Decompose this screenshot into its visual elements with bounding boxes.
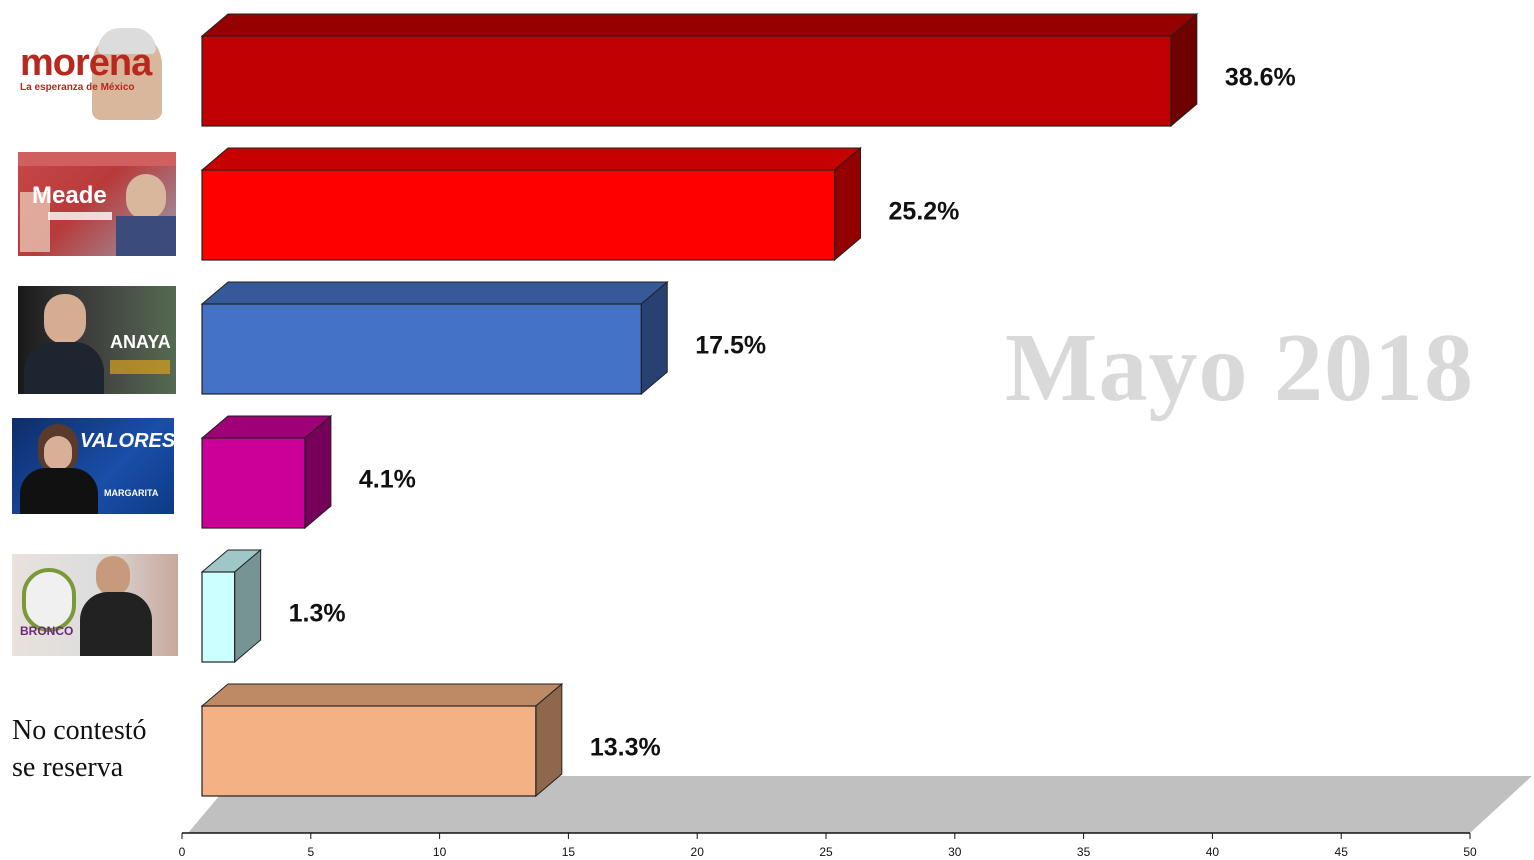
x-tick-label: 45: [1335, 845, 1349, 859]
x-tick-label: 0: [179, 845, 186, 859]
bar-top-face: [200, 281, 669, 305]
x-tick-label: 30: [948, 845, 962, 859]
bar-top-face: [200, 13, 1199, 37]
bronco-banner-image: BRONCO: [12, 554, 178, 656]
bar: [201, 437, 306, 529]
bar: [201, 35, 1172, 127]
meade-banner-image: Meade: [18, 152, 176, 256]
x-tick-label: 5: [307, 845, 314, 859]
bar-value-label: 4.1%: [359, 466, 416, 494]
watermark-text: Mayo 2018: [1005, 314, 1474, 422]
bar-value-label: 17.5%: [695, 332, 766, 360]
valores-banner-image: VALORES MARGARITA: [12, 418, 174, 514]
bar: [201, 169, 836, 261]
valores-banner-subtext: MARGARITA: [104, 488, 159, 498]
x-tick-label: 15: [562, 845, 576, 859]
anaya-banner-image: ANAYA: [18, 286, 176, 394]
bar-value-label: 1.3%: [289, 600, 346, 628]
x-tick-label: 40: [1206, 845, 1220, 859]
meade-banner-text: Meade: [32, 182, 107, 209]
bar-value-label: 38.6%: [1225, 64, 1296, 92]
bar-top-face: [200, 683, 564, 707]
bar-top-face: [200, 147, 862, 171]
bar: [201, 303, 642, 395]
bronco-banner-text: BRONCO: [20, 624, 74, 638]
morena-logo-subtext: La esperanza de México: [20, 82, 135, 93]
x-tick-label: 35: [1077, 845, 1091, 859]
x-tick-label: 50: [1463, 845, 1477, 859]
bar-value-label: 25.2%: [889, 198, 960, 226]
x-tick-label: 10: [433, 845, 447, 859]
morena-logo-text: morena: [20, 42, 152, 84]
morena-logo-image: morena La esperanza de México: [12, 24, 172, 122]
valores-banner-text: VALORES: [80, 430, 174, 452]
anaya-banner-text: ANAYA: [110, 332, 171, 352]
bar: [201, 571, 236, 663]
bar-value-label: 13.3%: [590, 734, 661, 762]
bar: [201, 705, 537, 797]
x-tick-label: 25: [819, 845, 833, 859]
no-contesto-label: No contestó se reserva: [12, 715, 147, 783]
x-tick-label: 20: [691, 845, 705, 859]
